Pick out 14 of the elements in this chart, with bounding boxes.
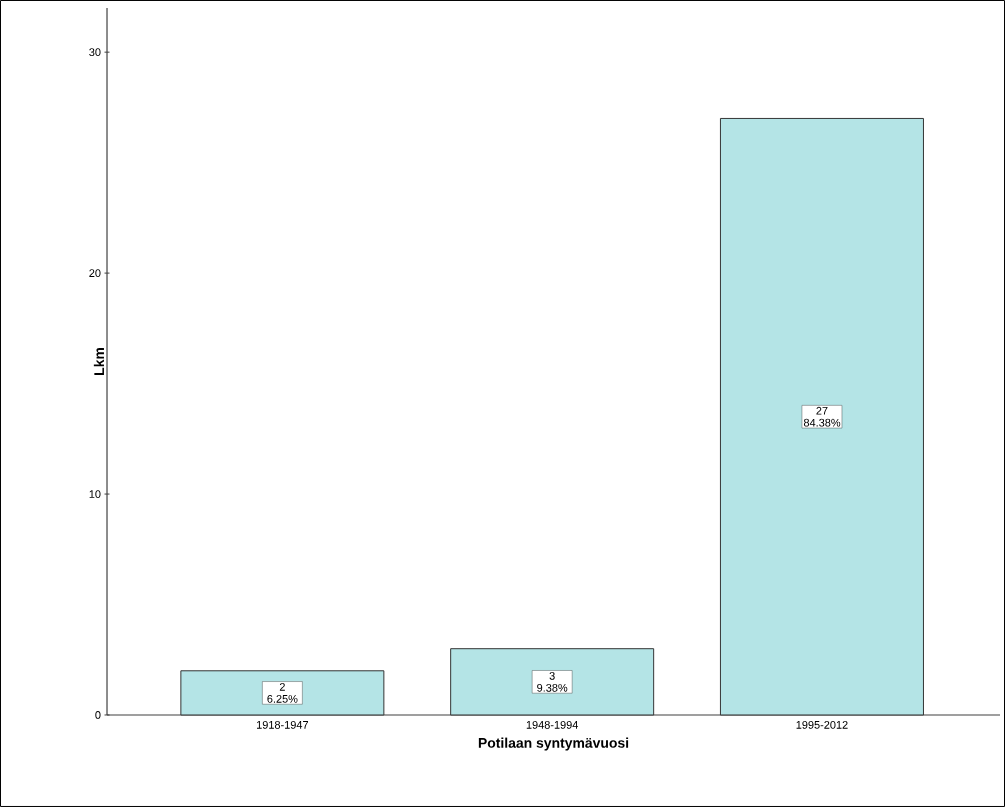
y-tick-label: 20 bbox=[89, 269, 101, 277]
x-tick-label: 1918-1947 bbox=[257, 721, 309, 729]
bar bbox=[450, 648, 655, 716]
data-label: 27 84.38% bbox=[803, 406, 841, 427]
y-tick-label: 30 bbox=[89, 48, 101, 57]
bar bbox=[719, 117, 924, 716]
y-axis-title: Lkm bbox=[93, 348, 104, 375]
y-tick-label: 0 bbox=[95, 711, 101, 719]
data-label: 3 9.38% bbox=[537, 672, 568, 692]
data-label: 2 6.25% bbox=[267, 683, 298, 703]
x-tick-label: 1995-2012 bbox=[796, 721, 848, 729]
x-axis-title: Potilaan syntymävuosi bbox=[478, 737, 629, 751]
y-tick-label: 10 bbox=[89, 490, 101, 498]
x-tick-label: 1948-1994 bbox=[526, 721, 579, 729]
